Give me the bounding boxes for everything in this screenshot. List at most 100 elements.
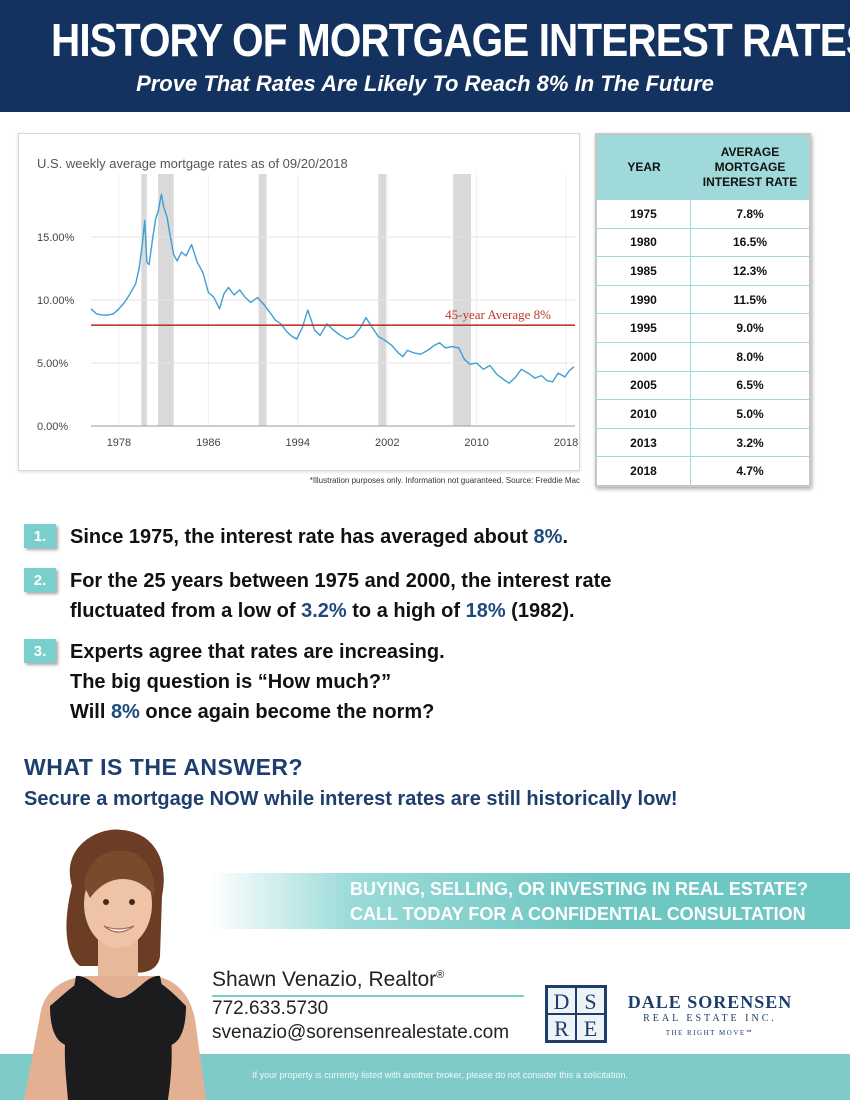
point-line: For the 25 years between 1975 and 2000, … xyxy=(70,566,611,596)
point-line: Will 8% once again become the norm? xyxy=(70,697,445,727)
table-cell-rate: 11.5% xyxy=(733,292,767,307)
dsre-logo: D S R E xyxy=(545,985,607,1043)
point-text-segment: once again become the norm? xyxy=(139,701,435,723)
point-highlight: 8% xyxy=(110,701,140,723)
x-tick-label: 1978 xyxy=(107,437,131,449)
x-tick-label: 1994 xyxy=(286,437,310,449)
key-point-3: 3. Experts agree that rates are increasin… xyxy=(24,637,445,727)
table-cell-year: 1985 xyxy=(597,257,691,285)
page-title: HISTORY OF MORTGAGE INTEREST RATES xyxy=(51,14,850,66)
point-highlight: 8% xyxy=(533,526,563,548)
table-cell-rate: 12.3% xyxy=(732,263,768,278)
table-row: 2000 8.0% xyxy=(597,341,809,371)
point-line: Experts agree that rates are increasing. xyxy=(70,637,445,667)
table-cell-year: 1975 xyxy=(597,200,691,228)
cta-line-1: BUYING, SELLING, OR INVESTING IN REAL ES… xyxy=(350,879,809,899)
table-cell-year: 2013 xyxy=(597,428,691,457)
table-cell-rate: 5.0% xyxy=(736,406,764,421)
table-cell-rate: 16.5% xyxy=(732,235,768,250)
cta-band xyxy=(210,873,850,929)
rate-series-line xyxy=(90,193,575,384)
point-text-segment: Since 1975, the interest rate has averag… xyxy=(70,526,534,548)
logo-letter: D xyxy=(554,989,570,1014)
page-subtitle: Prove That Rates Are Likely To Reach 8% … xyxy=(136,71,714,96)
agent-email[interactable]: svenazio@sorensenrealestate.com xyxy=(212,1022,510,1043)
brand-tagline: THE RIGHT MOVE℠ xyxy=(665,1029,755,1037)
y-tick-label: 5.00% xyxy=(37,358,68,370)
logo-letter: S xyxy=(584,989,596,1014)
table-cell-rate: 6.5% xyxy=(736,378,764,393)
x-tick-label: 2018 xyxy=(554,437,578,449)
point-line: fluctuated from a low of 3.2% to a high … xyxy=(70,596,611,626)
point-text-segment: fluctuated from a low of xyxy=(70,600,302,622)
table-row: 2013 3.2% xyxy=(597,427,809,457)
x-tick-label: 1986 xyxy=(196,437,220,449)
y-tick-label: 0.00% xyxy=(37,421,68,433)
table-row: 1995 9.0% xyxy=(597,313,809,342)
brand-name: DALE SORENSEN xyxy=(627,992,793,1012)
table-row: 1975 7.8% xyxy=(597,199,809,228)
point-number-badge: 1. xyxy=(24,524,56,548)
agent-name: Shawn Venazio, Realtor® xyxy=(212,968,445,991)
table-row: 1985 12.3% xyxy=(597,256,809,285)
chart-source-note: *Illustration purposes only. Information… xyxy=(309,476,580,485)
point-text-segment: to a high of xyxy=(346,600,466,622)
point-text-segment: (1982). xyxy=(505,600,575,622)
x-tick-label: 2002 xyxy=(375,437,399,449)
point-text: Since 1975, the interest rate has averag… xyxy=(70,522,568,552)
average-line-label: 45-year Average 8% xyxy=(445,307,551,322)
agent-photo xyxy=(24,829,206,1100)
table-header-year: YEAR xyxy=(627,159,661,174)
table-cell-year: 2005 xyxy=(597,371,691,400)
table-row: 2018 4.7% xyxy=(597,456,809,485)
table-body: 1975 7.8% 1980 16.5% 1985 12.3% 1990 11.5% 1995 9… xyxy=(597,199,809,485)
table-cell-year: 2010 xyxy=(597,400,691,428)
answer-text: Secure a mortgage NOW while interest rat… xyxy=(24,788,678,810)
point-text-segment: Will xyxy=(70,701,111,723)
disclaimer-text: If your property is currently listed wit… xyxy=(252,1070,628,1080)
point-line: Since 1975, the interest rate has averag… xyxy=(70,522,568,552)
table-cell-year: 2000 xyxy=(597,342,691,371)
point-number-badge: 3. xyxy=(24,639,56,663)
table-header: YEAR AVERAGE MORTGAGE INTEREST RATE xyxy=(597,135,809,199)
point-text-segment: . xyxy=(562,526,568,548)
point-number-badge: 2. xyxy=(24,568,56,592)
logo-letter: E xyxy=(584,1016,597,1041)
chart-caption: U.S. weekly average mortgage rates as of… xyxy=(37,156,348,171)
mortgage-rate-chart: 0.00% 5.00% 10.00% 15.00% 1978 1986 1994 2002 20… xyxy=(37,174,578,449)
point-highlight: 18% xyxy=(465,600,506,622)
point-text: Experts agree that rates are increasing.… xyxy=(70,637,445,727)
cta-line-2: CALL TODAY FOR A CONFIDENTIAL CONSULTATI… xyxy=(350,904,806,924)
agent-divider xyxy=(212,995,524,997)
table-cell-year: 1980 xyxy=(597,228,691,257)
agent-phone[interactable]: 772.633.5730 xyxy=(212,998,329,1019)
x-tick-label: 2010 xyxy=(464,437,488,449)
table-row: 1990 11.5% xyxy=(597,284,809,314)
key-point-1: 1. Since 1975, the interest rate has aver… xyxy=(24,522,568,552)
point-text-segment: For the 25 years between 1975 and 2000, … xyxy=(70,570,612,592)
header-banner: HISTORY OF MORTGAGE INTEREST RATES Prove… xyxy=(0,0,850,112)
point-text-segment: Experts agree that rates are increasing. xyxy=(70,641,445,663)
table-cell-year: 1995 xyxy=(597,314,691,342)
table-cell-rate: 4.7% xyxy=(736,464,764,479)
logo-letter: R xyxy=(554,1016,569,1041)
registered-mark: ® xyxy=(436,969,445,981)
table-cell-year: 2018 xyxy=(597,457,691,485)
chart-panel: 0.00% 5.00% 10.00% 15.00% 1978 1986 1994 2002 20… xyxy=(18,133,580,471)
point-highlight: 3.2% xyxy=(301,600,347,622)
table-row: 2005 6.5% xyxy=(597,370,809,400)
table-cell-rate: 9.0% xyxy=(736,321,764,336)
table-cell-rate: 8.0% xyxy=(736,349,764,364)
table-cell-rate: 3.2% xyxy=(736,435,764,450)
answer-heading: WHAT IS THE ANSWER? xyxy=(24,754,304,780)
brand-subtitle: REAL ESTATE INC. xyxy=(643,1013,777,1024)
table-cell-year: 1990 xyxy=(597,285,691,314)
table-row: 2010 5.0% xyxy=(597,399,809,428)
point-line: The big question is “How much?” xyxy=(70,667,445,697)
point-text-segment: The big question is “How much?” xyxy=(70,671,392,693)
table-row: 1980 16.5% xyxy=(597,227,809,257)
table-cell-rate: 7.8% xyxy=(736,206,764,221)
table-header-rate: AVERAGE MORTGAGE INTEREST RATE xyxy=(702,144,798,189)
key-point-2: 2. For the 25 years between 1975 and 2000… xyxy=(24,566,611,626)
y-tick-label: 15.00% xyxy=(37,232,75,244)
